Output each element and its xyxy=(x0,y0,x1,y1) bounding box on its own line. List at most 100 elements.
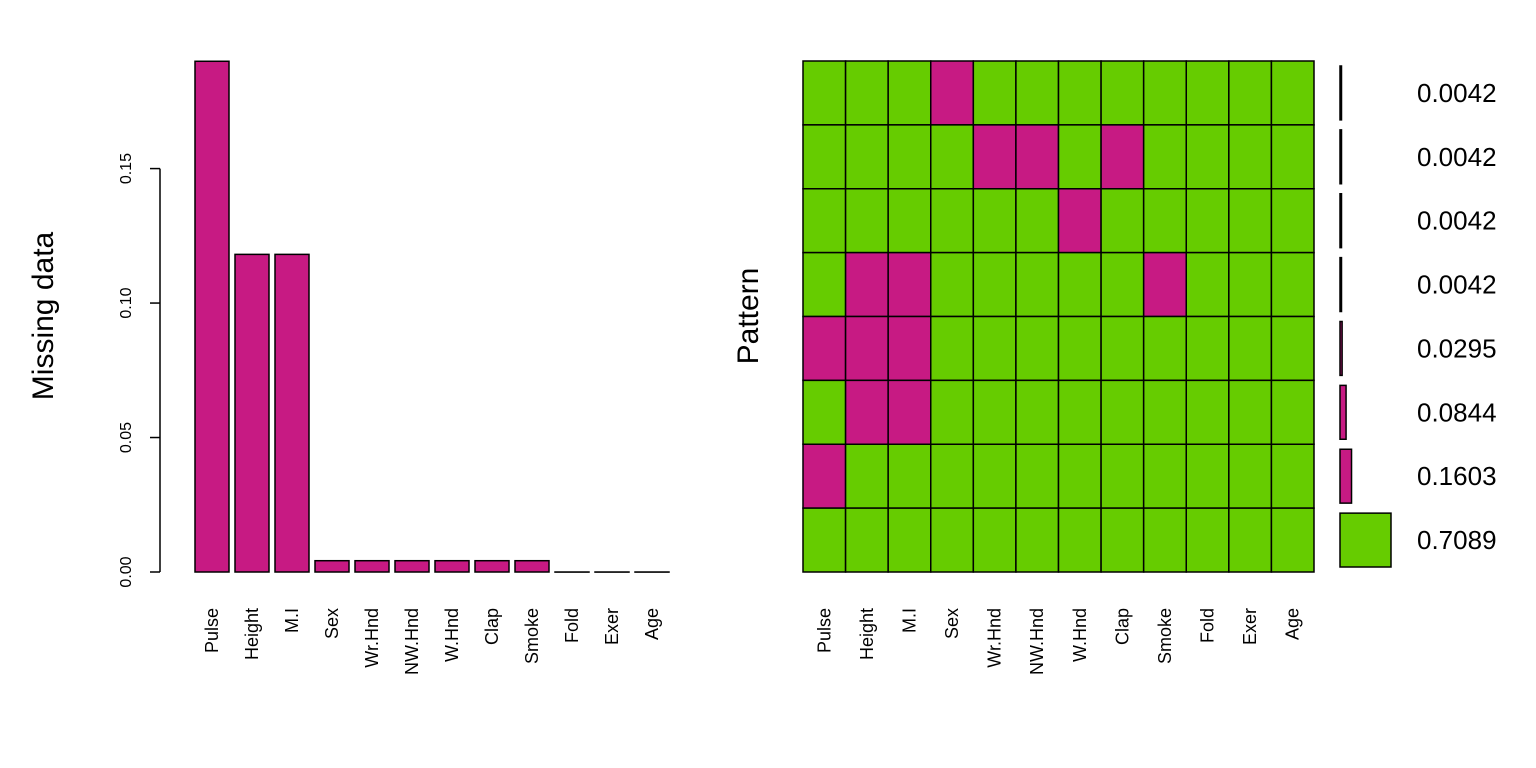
pattern-cell xyxy=(1015,188,1060,254)
pattern-cell xyxy=(930,379,975,445)
x-tick-label: Clap xyxy=(482,608,502,645)
pattern-cell xyxy=(930,507,975,573)
proportion-label: 0.0042 xyxy=(1417,206,1497,236)
bar xyxy=(434,559,470,573)
pattern-cell xyxy=(1185,251,1230,318)
pattern-cell xyxy=(972,507,1017,573)
x-tick-label: Sex xyxy=(322,608,342,639)
pattern-cell xyxy=(1015,443,1060,509)
pattern-cell xyxy=(1100,60,1145,126)
x-tick-label: Wr.Hnd xyxy=(362,608,382,668)
column-label: Fold xyxy=(1198,608,1218,643)
proportion-label: 0.0042 xyxy=(1417,142,1497,172)
x-tick-label: Pulse xyxy=(202,608,222,653)
x-tick-label: Exer xyxy=(602,608,622,645)
column-label: NW.Hnd xyxy=(1027,608,1047,675)
pattern-cell xyxy=(1015,379,1060,445)
bar xyxy=(354,559,390,573)
pattern-cell xyxy=(887,124,932,190)
pattern-cell xyxy=(972,251,1017,318)
pattern-cell xyxy=(930,315,975,382)
bar xyxy=(194,60,230,573)
pattern-cell xyxy=(1228,124,1273,190)
pattern-cell xyxy=(844,188,889,254)
pattern-cell xyxy=(844,251,889,318)
pattern-cell xyxy=(1270,315,1315,382)
pattern-cell xyxy=(1057,315,1102,382)
pattern-cell xyxy=(1228,379,1273,445)
pattern-cell xyxy=(1228,315,1273,382)
pattern-cell xyxy=(1270,251,1315,318)
pattern-cell xyxy=(802,124,847,190)
pattern-cell xyxy=(1142,315,1187,382)
pattern-cell xyxy=(1100,315,1145,382)
pattern-cell xyxy=(1270,188,1315,254)
column-label: Wr.Hnd xyxy=(985,608,1005,668)
pattern-cell xyxy=(1057,443,1102,509)
pattern-cell xyxy=(844,124,889,190)
pattern-cell xyxy=(1228,60,1273,126)
column-label: Height xyxy=(857,608,877,660)
pattern-cell xyxy=(802,315,847,382)
y-tick-label: 0.10 xyxy=(118,287,135,318)
pattern-cell xyxy=(1057,188,1102,254)
x-tick-label: M.I xyxy=(282,608,302,633)
pattern-cell xyxy=(887,188,932,254)
pattern-cell xyxy=(887,251,932,318)
pattern-cell xyxy=(1142,251,1187,318)
x-tick-label: NW.Hnd xyxy=(402,608,422,675)
pattern-cell xyxy=(1100,188,1145,254)
missing-pattern-grid: Pulse Height M.I Sex Wr.Hnd NW.Hnd W.Hnd Clap Sm… xyxy=(732,60,1497,675)
x-tick-label: Smoke xyxy=(522,608,542,664)
pattern-cell xyxy=(802,507,847,573)
pattern-cell xyxy=(1100,443,1145,509)
pattern-cell xyxy=(1015,60,1060,126)
pattern-cell xyxy=(1057,379,1102,445)
pattern-cell xyxy=(1185,379,1230,445)
proportion-bar xyxy=(1339,384,1347,440)
pattern-cell xyxy=(1142,443,1187,509)
column-label: Age xyxy=(1283,608,1303,640)
pattern-cell xyxy=(844,443,889,509)
pattern-cell xyxy=(1270,124,1315,190)
column-label: Sex xyxy=(942,608,962,639)
x-tick-label: W.Hnd xyxy=(442,608,462,662)
pattern-cell xyxy=(1228,443,1273,509)
column-label: Exer xyxy=(1240,608,1260,645)
pattern-cell xyxy=(802,443,847,509)
bar xyxy=(514,559,550,573)
pattern-cell xyxy=(887,315,932,382)
x-tick-label: Fold xyxy=(562,608,582,643)
pattern-cell xyxy=(972,379,1017,445)
proportion-label: 0.0844 xyxy=(1417,397,1497,427)
pattern-cell xyxy=(1270,379,1315,445)
y-axis-title: Pattern xyxy=(732,268,765,365)
proportion-bar xyxy=(1339,65,1343,121)
bar xyxy=(274,253,310,573)
pattern-cell xyxy=(1057,251,1102,318)
pattern-cell xyxy=(887,60,932,126)
pattern-cell xyxy=(1142,507,1187,573)
missing-data-bar-chart: 0.00 0.05 0.10 0.15 Missing data Pulse Height M… xyxy=(27,60,670,675)
proportion-label: 0.7089 xyxy=(1417,525,1497,555)
proportion-label: 0.1603 xyxy=(1417,461,1497,491)
y-tick-label: 0.00 xyxy=(118,556,135,587)
proportion-bar xyxy=(1339,193,1343,249)
pattern-cell xyxy=(972,60,1017,126)
proportion-bar xyxy=(1339,448,1353,504)
pattern-cell xyxy=(844,379,889,445)
pattern-cell xyxy=(1228,507,1273,573)
pattern-cell xyxy=(1015,315,1060,382)
pattern-cell xyxy=(972,315,1017,382)
column-label: Smoke xyxy=(1155,608,1175,664)
pattern-cell xyxy=(1270,507,1315,573)
pattern-cell xyxy=(844,60,889,126)
pattern-cell xyxy=(1057,60,1102,126)
pattern-cell xyxy=(802,251,847,318)
proportion-bar xyxy=(1339,129,1343,185)
pattern-cell xyxy=(1015,507,1060,573)
pattern-cell xyxy=(887,443,932,509)
pattern-cell xyxy=(1100,379,1145,445)
proportion-label: 0.0042 xyxy=(1417,78,1497,108)
proportion-label: 0.0042 xyxy=(1417,270,1497,300)
